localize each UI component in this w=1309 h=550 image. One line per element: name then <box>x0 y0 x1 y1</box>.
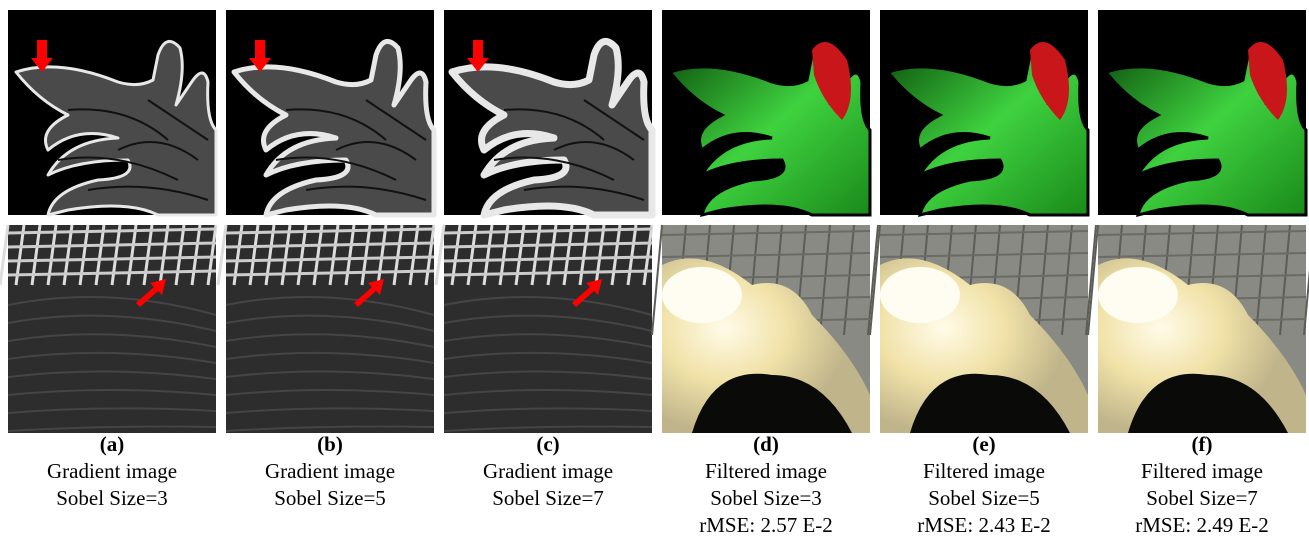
caption-line: Sobel Size=7 <box>1146 486 1258 510</box>
caption-line: rMSE: 2.43 E-2 <box>917 513 1051 537</box>
bottom-image <box>218 225 434 433</box>
panel: (c) Gradient image Sobel Size=7 <box>436 10 652 510</box>
panel-label: (e) <box>972 432 995 456</box>
figure: (a) Gradient image Sobel Size=3 (b) Gradient… <box>0 0 1309 545</box>
top-image <box>8 10 216 215</box>
top-image <box>662 10 870 215</box>
bottom-image <box>0 225 216 433</box>
top-image <box>880 10 1088 215</box>
top-image <box>1098 10 1306 215</box>
grid-bar <box>652 225 662 335</box>
panel-label: (d) <box>753 432 779 456</box>
grid-bar <box>0 225 8 285</box>
panel-label: (a) <box>100 432 125 456</box>
panel: (a) Gradient image Sobel Size=3 <box>0 10 216 510</box>
top-image <box>444 10 652 215</box>
bottom-image <box>1088 225 1309 433</box>
caption-line: Sobel Size=3 <box>710 486 822 510</box>
grid-bar <box>870 225 880 335</box>
caption-line: rMSE: 2.49 E-2 <box>1135 513 1269 537</box>
panel-label: (f) <box>1192 432 1213 456</box>
grid-bar <box>1088 225 1098 335</box>
caption-line: Sobel Size=5 <box>274 486 386 510</box>
caption-line: Filtered image <box>1141 459 1263 483</box>
caption-line: rMSE: 2.57 E-2 <box>699 513 833 537</box>
caption-line: Gradient image <box>483 459 613 483</box>
bright-spot <box>1098 267 1178 323</box>
bottom-image <box>436 225 652 433</box>
panel: (b) Gradient image Sobel Size=5 <box>218 10 434 510</box>
caption-line: Gradient image <box>265 459 395 483</box>
bright-spot <box>662 267 742 323</box>
bottom-image <box>652 225 878 433</box>
top-image <box>226 10 434 215</box>
panel-label: (c) <box>536 432 559 456</box>
caption-line: Filtered image <box>705 459 827 483</box>
page: {"panels": [ {"label": "(a)", "lines": [… <box>0 0 1309 545</box>
panel: (d) Filtered image Sobel Size=3 rMSE: 2.57 … <box>652 10 878 537</box>
panel: (e) Filtered image Sobel Size=5 rMSE: 2.43 … <box>870 10 1096 537</box>
panel-label: (b) <box>317 432 343 456</box>
grid-bar <box>218 225 226 285</box>
panel: (f) Filtered image Sobel Size=7 rMSE: 2.49 … <box>1088 10 1309 537</box>
caption-line: Sobel Size=7 <box>492 486 604 510</box>
bottom-image <box>870 225 1096 433</box>
grid-bar <box>436 225 444 285</box>
caption-line: Sobel Size=5 <box>928 486 1040 510</box>
caption-line: Filtered image <box>923 459 1045 483</box>
bright-spot <box>880 267 960 323</box>
caption-line: Sobel Size=3 <box>56 486 168 510</box>
caption-line: Gradient image <box>47 459 177 483</box>
